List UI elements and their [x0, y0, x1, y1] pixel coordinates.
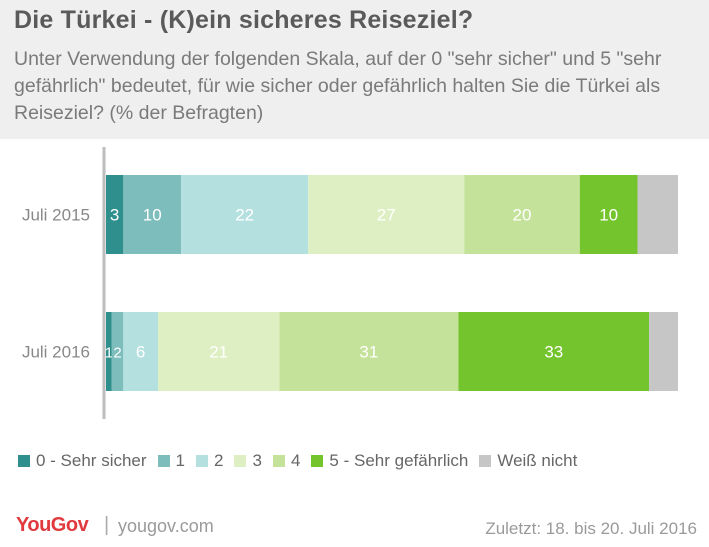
bar-segment: [106, 312, 112, 391]
legend-swatch: [479, 455, 492, 467]
stacked-bar-chart: Juli 2015 3 10 22 27 20 10 Juli 2016 1 2 6 21 31 33: [22, 147, 678, 419]
bar-segment: [106, 175, 124, 254]
legend-swatch: [272, 455, 285, 467]
legend-swatch: [157, 455, 170, 467]
yougov-logo: YouGov: [16, 514, 89, 536]
data-label: 21: [209, 343, 228, 362]
bar-segment: [637, 175, 678, 254]
footer-date: Zuletzt: 18. bis 20. Juli 2016: [485, 519, 697, 538]
bar-segment: [123, 175, 182, 254]
bar-segment: [181, 175, 309, 254]
data-label: 10: [143, 206, 162, 225]
bar-segment: [579, 175, 638, 254]
legend-label: 4: [290, 451, 301, 470]
legend-swatch: [311, 455, 324, 467]
bar-segment: [158, 312, 280, 391]
legend-label: 5 - Sehr gefährlich: [329, 451, 469, 470]
chart-subtitle: Unter Verwendung der folgenden Skala, au…: [14, 48, 662, 124]
bar-segment: [458, 312, 650, 391]
bar-segment: [308, 175, 465, 254]
data-label: 22: [235, 206, 254, 225]
category-label: Juli 2016: [22, 343, 90, 362]
data-label: 10: [599, 206, 618, 225]
bar-segment: [464, 175, 580, 254]
legend-label: 3: [252, 451, 262, 470]
footer-url: yougov.com: [118, 516, 214, 536]
legend-label: 2: [214, 451, 224, 470]
data-label: 2: [113, 345, 121, 362]
category-label: Juli 2015: [22, 206, 90, 225]
chart-legend: 0 - Sehr sicher 1 2 3 4 5 - Sehr gefährlich We…: [18, 450, 588, 472]
data-label: 27: [377, 206, 396, 225]
data-label: 31: [359, 343, 378, 362]
bar-segment: [279, 312, 459, 391]
bar-segment: [111, 312, 124, 391]
bar-segment: [123, 312, 158, 391]
chart-title: Die Türkei - (K)ein sicheres Reiseziel?: [14, 6, 474, 34]
legend-swatch: [196, 455, 209, 467]
data-label: 33: [544, 343, 563, 362]
legend-item: 1: [157, 451, 186, 471]
data-label: 3: [110, 206, 119, 225]
legend-item: 3: [234, 451, 262, 471]
legend-item: 0 - Sehr sicher: [18, 451, 147, 471]
data-label: 1: [105, 345, 113, 362]
footer-separator: |: [104, 514, 110, 536]
data-label: 20: [513, 206, 532, 225]
legend-label: Weiß nicht: [497, 451, 578, 470]
data-label: 6: [136, 343, 145, 362]
chart-header: Die Türkei - (K)ein sicheres Reiseziel? …: [0, 0, 709, 139]
legend-item: 4: [272, 451, 301, 471]
legend-swatch: [18, 455, 30, 467]
legend-label: 0 - Sehr sicher: [36, 451, 147, 470]
legend-item: 2: [196, 451, 223, 471]
bar-segment: [649, 312, 678, 391]
legend-item: Weiß nicht: [479, 451, 577, 471]
legend-item: 5 - Sehr gefährlich: [311, 451, 468, 471]
legend-swatch: [234, 455, 247, 467]
legend-label: 1: [175, 451, 186, 470]
